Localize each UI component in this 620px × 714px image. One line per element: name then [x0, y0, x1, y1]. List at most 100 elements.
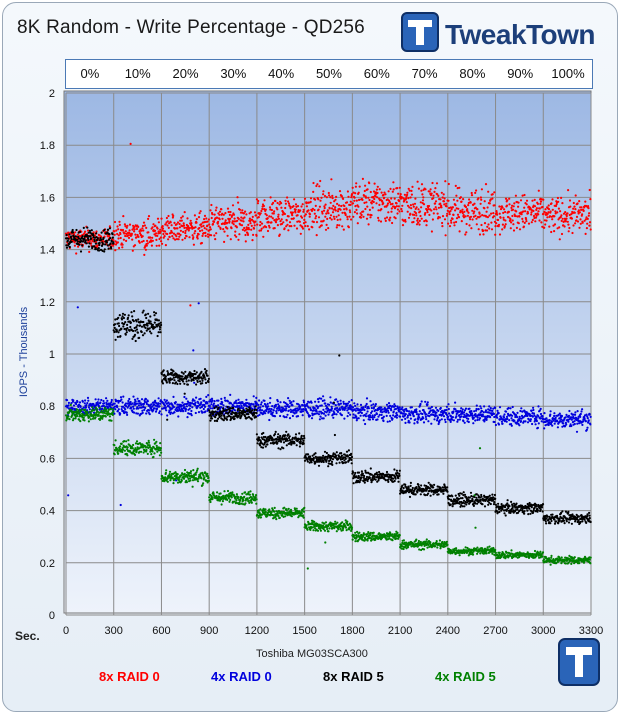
data-point	[193, 399, 196, 402]
data-point	[162, 232, 165, 236]
data-point	[217, 406, 220, 409]
data-point	[374, 195, 377, 198]
data-point	[146, 239, 149, 242]
data-point	[295, 444, 298, 447]
data-point	[259, 408, 262, 411]
data-point	[114, 243, 118, 246]
data-point	[572, 207, 575, 210]
data-point	[148, 327, 151, 330]
data-point	[336, 202, 339, 205]
data-point	[196, 380, 199, 383]
data-point	[365, 475, 369, 479]
data-point	[451, 505, 454, 508]
data-point	[587, 205, 590, 208]
data-point	[67, 401, 70, 404]
data-point	[306, 412, 309, 415]
data-point	[454, 401, 457, 404]
data-point	[288, 405, 291, 408]
data-point	[279, 434, 282, 438]
data-point	[381, 411, 384, 414]
data-point	[172, 232, 175, 235]
data-point	[156, 234, 159, 237]
data-point	[181, 215, 184, 218]
data-point	[449, 219, 453, 222]
data-point	[443, 418, 447, 421]
data-point	[204, 378, 207, 381]
data-point	[208, 411, 211, 414]
data-point	[77, 245, 80, 248]
data-point	[113, 412, 116, 415]
data-point	[142, 320, 145, 324]
data-point	[195, 371, 198, 374]
data-point	[556, 196, 560, 200]
data-point	[471, 209, 474, 212]
data-point	[98, 241, 101, 245]
data-point	[433, 418, 436, 421]
data-point	[505, 415, 509, 418]
data-point	[589, 423, 592, 426]
data-point	[90, 229, 93, 232]
data-point	[329, 401, 332, 404]
data-point	[391, 417, 394, 420]
data-point	[327, 465, 330, 468]
tweaktown-logo-icon	[401, 12, 439, 52]
data-point	[426, 403, 429, 406]
data-point	[428, 213, 431, 216]
data-point	[136, 412, 139, 415]
data-point	[329, 396, 332, 399]
data-point	[554, 520, 558, 523]
data-point	[122, 316, 125, 320]
data-point	[285, 219, 288, 222]
data-point	[139, 402, 142, 405]
data-point	[470, 194, 474, 197]
data-point	[406, 204, 410, 207]
data-point	[560, 418, 563, 421]
data-point	[210, 234, 213, 237]
data-point	[496, 416, 499, 419]
data-point	[577, 417, 580, 420]
data-point	[417, 418, 420, 421]
data-point	[142, 309, 145, 312]
data-point	[120, 327, 123, 330]
data-point	[418, 223, 421, 226]
data-point	[157, 230, 160, 233]
data-point	[521, 220, 525, 223]
data-point	[116, 406, 119, 409]
data-point	[350, 399, 353, 402]
data-point	[81, 240, 84, 243]
data-point	[117, 408, 120, 411]
data-point	[418, 219, 421, 222]
data-point	[439, 487, 442, 490]
data-point	[255, 411, 258, 415]
data-point	[436, 416, 440, 419]
data-point	[480, 188, 483, 191]
data-point	[456, 199, 459, 202]
data-point	[252, 233, 255, 236]
data-point	[258, 413, 261, 416]
data-point	[286, 196, 289, 199]
data-point	[235, 235, 238, 238]
data-point	[317, 400, 320, 403]
data-point	[312, 456, 315, 460]
data-point	[520, 407, 523, 410]
data-point	[179, 219, 182, 222]
data-point	[255, 433, 258, 436]
data-point	[486, 225, 489, 228]
data-point	[172, 395, 175, 398]
data-point	[163, 230, 167, 233]
data-point	[231, 220, 234, 223]
data-point	[216, 216, 219, 219]
data-point	[268, 401, 272, 404]
data-point	[237, 407, 240, 410]
data-point	[254, 214, 258, 217]
data-point	[472, 212, 475, 215]
data-point	[84, 406, 88, 409]
data-point	[299, 232, 302, 235]
data-point	[364, 207, 367, 211]
data-point	[277, 213, 280, 216]
data-point	[370, 202, 373, 205]
data-point	[397, 480, 400, 483]
data-point	[153, 311, 156, 314]
data-point	[133, 230, 136, 233]
data-point	[299, 209, 302, 212]
